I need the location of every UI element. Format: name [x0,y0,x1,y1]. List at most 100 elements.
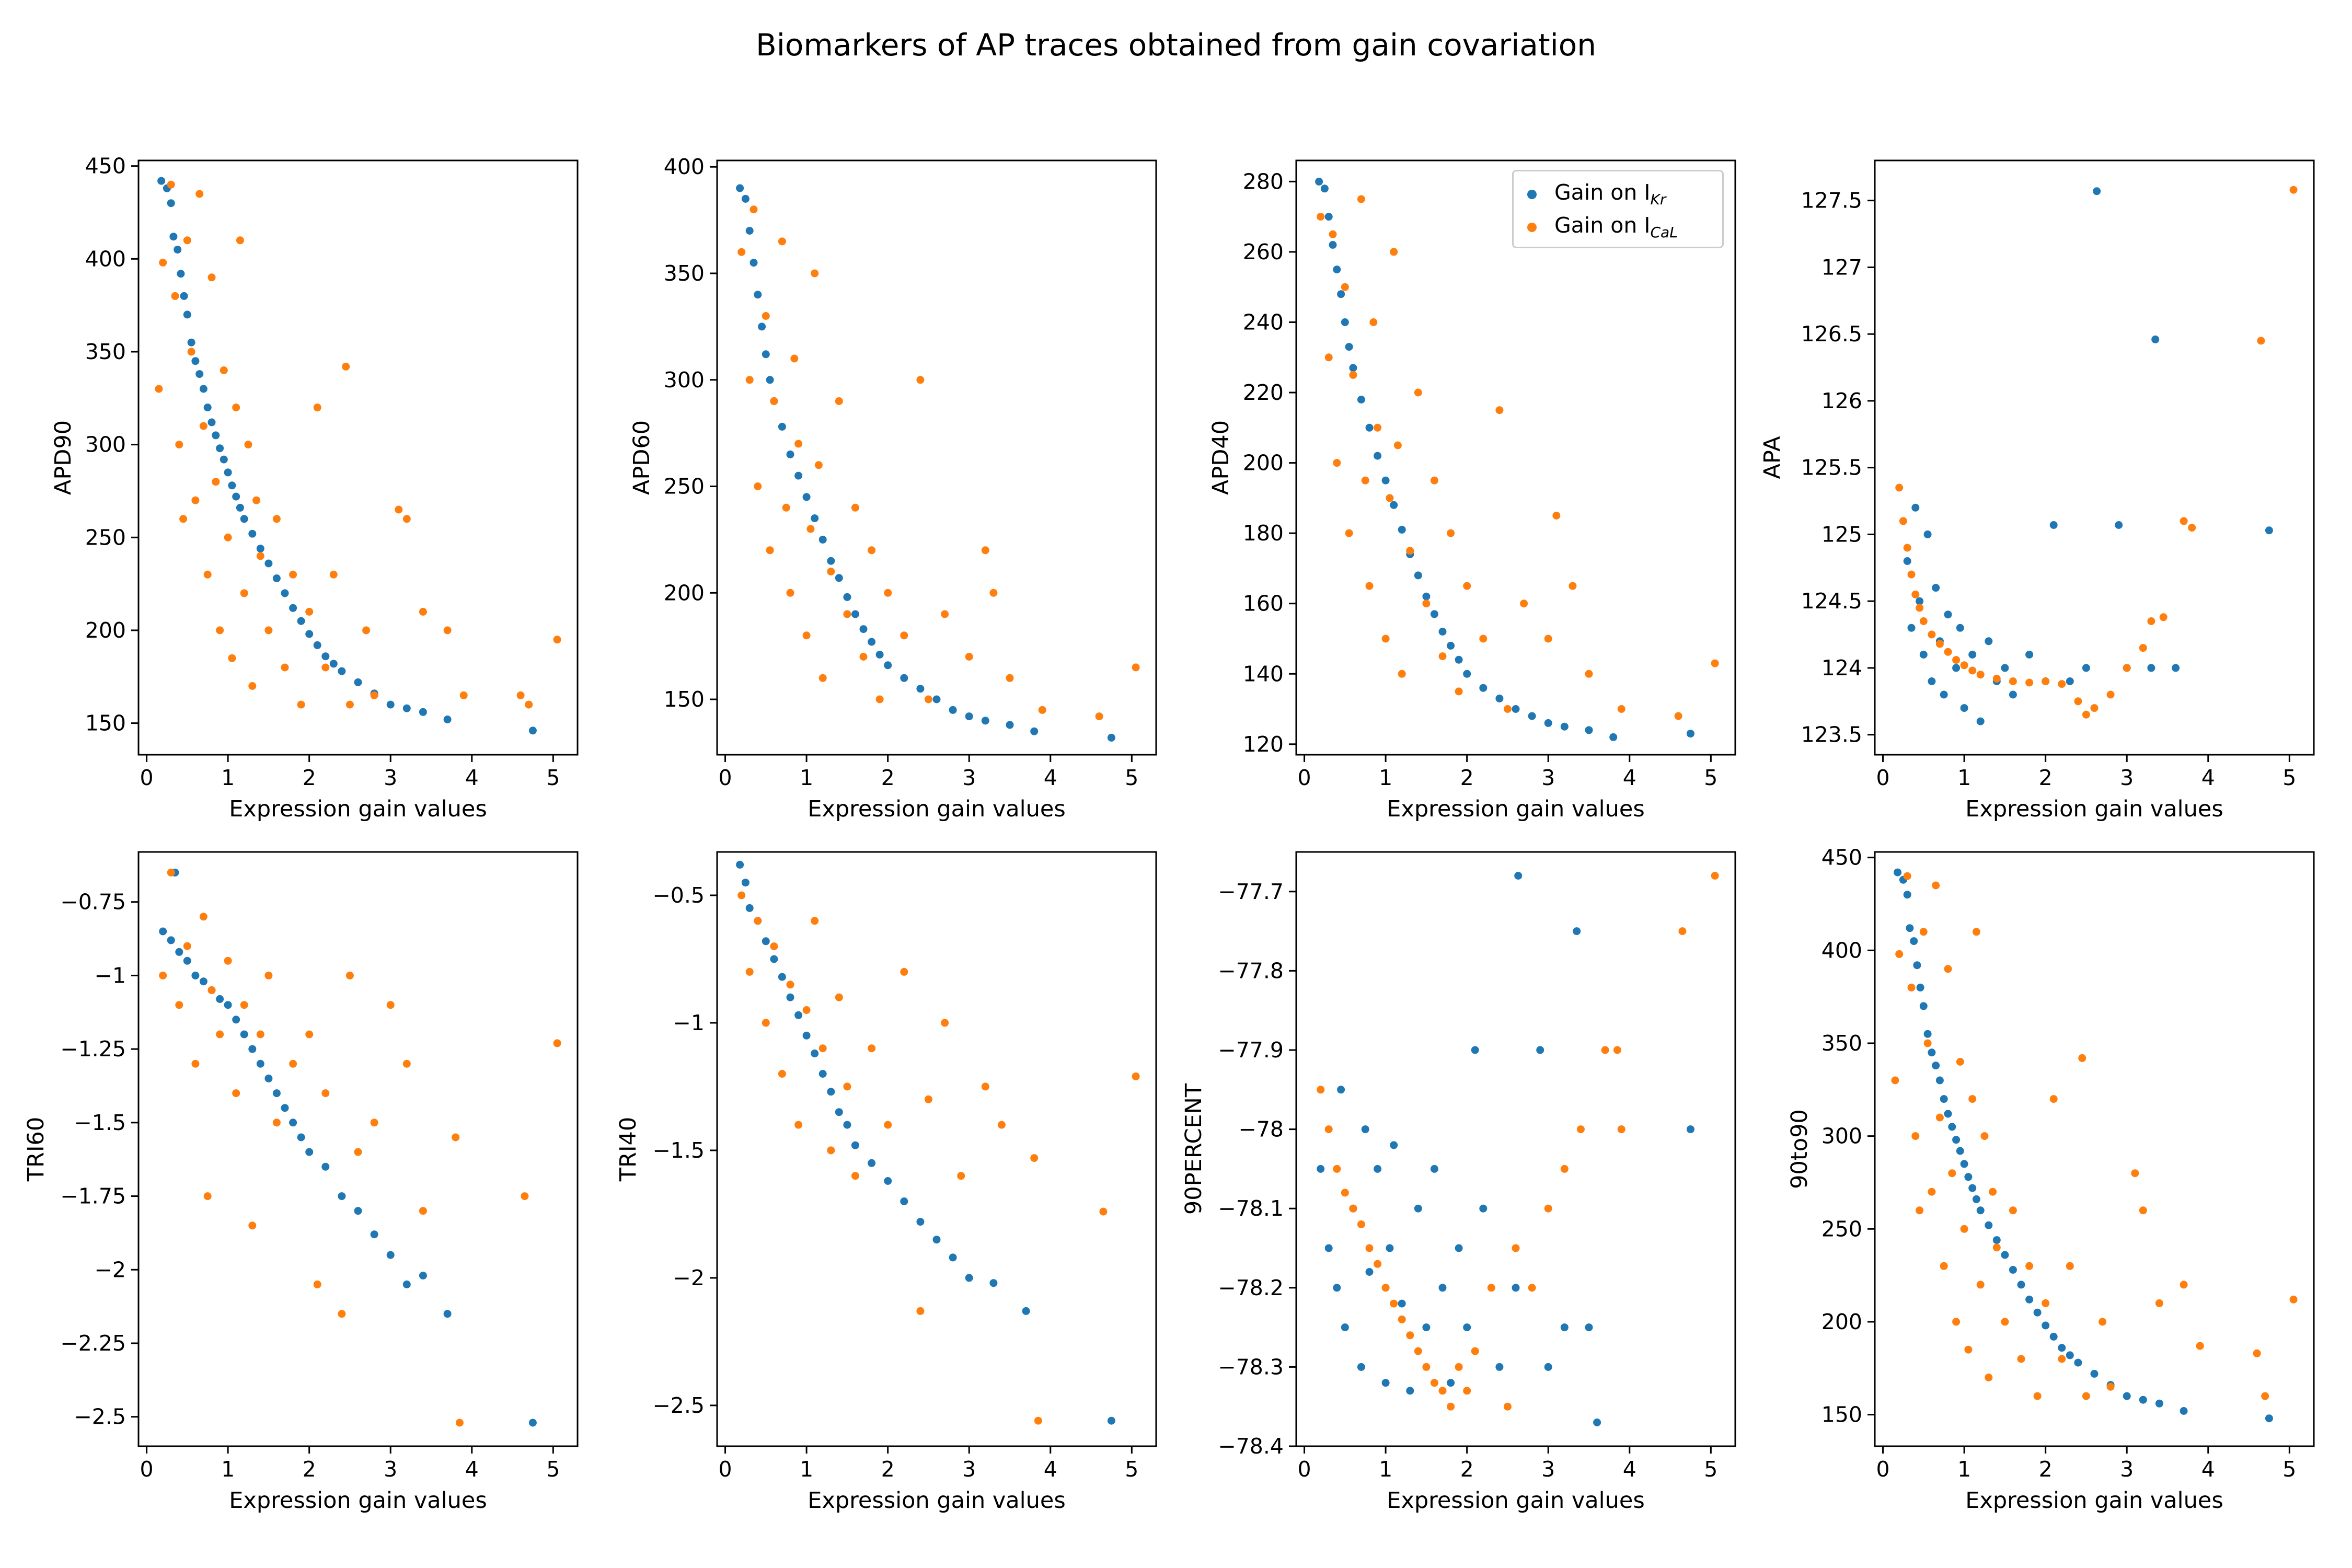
scatter-point [1107,733,1115,742]
scatter-point [2139,644,2147,652]
scatter-point [2090,704,2099,712]
scatter-point [1989,1187,1997,1196]
scatter-point [981,717,989,725]
scatter-point [216,444,224,453]
scatter-point [419,1207,427,1215]
scatter-point [859,625,868,633]
scatter-point [443,626,452,635]
scatter-point [521,1192,529,1201]
x-axis-label: Expression gain values [1387,796,1644,822]
scatter-point [1341,1189,1349,1197]
scatter-point [1944,648,1952,656]
axes-frame [716,159,1157,756]
scatter-point [1536,1046,1544,1054]
scatter-point [1514,872,1523,880]
scatter-point [900,1197,908,1205]
scatter-point [2265,1414,2273,1423]
scatter-point [1315,177,1323,186]
series-ikr [736,860,1115,1425]
scatter-point [1940,1095,1948,1103]
scatter-point [1601,1046,1609,1054]
scatter-point [1341,283,1349,291]
x-tick-label: 0 [1876,765,1890,790]
scatter-point [1333,266,1341,274]
scatter-point [1935,1113,1944,1122]
scatter-point [1972,928,1980,936]
scatter-point [1956,1058,1964,1066]
series-ikr [736,184,1115,742]
scatter-point [2106,1382,2115,1391]
scatter-point [1935,1076,1944,1085]
scatter-point [2009,677,2017,685]
scatter-point [289,1119,297,1127]
scatter-point [916,1218,925,1226]
scatter-point [187,338,195,347]
x-tick-label: 4 [465,765,479,790]
scatter-point [1686,1125,1694,1134]
scatter-point [1910,937,1918,946]
y-tick-label: −2.25 [60,1331,126,1356]
scatter-point [762,312,770,320]
x-tick-label: 5 [546,765,560,790]
scatter-point [1919,1002,1928,1010]
scatter-point [1678,927,1687,936]
scatter-point [402,704,411,712]
scatter-point [329,660,338,668]
scatter-point [1438,1284,1447,1292]
y-tick-label: 240 [1243,309,1284,335]
scatter-point [1447,1402,1455,1411]
y-tick-label: −2.5 [74,1404,126,1429]
scatter-point [321,652,330,661]
scatter-point [843,1121,851,1129]
scatter-point [1956,624,1964,632]
scatter-point [272,574,281,582]
subplot-7: 0 1 2 3 4 5 −78.4 −78.3 −78.2 −78.1 −78 −77.9 −77.8 −… [1181,851,1736,1514]
scatter-point [1430,610,1438,618]
scatter-point [159,258,167,267]
scatter-point [1406,1331,1414,1340]
scatter-point [272,1119,281,1127]
x-tick-label: 3 [2120,765,2134,790]
scatter-point [2042,1299,2050,1307]
scatter-point [264,559,273,568]
scatter-point [1944,965,1952,973]
scatter-point [1329,241,1337,249]
scatter-point [224,1001,232,1009]
scatter-point [941,1019,949,1027]
series-ical [1895,186,2298,719]
scatter-point [806,525,815,533]
x-tick-label: 2 [2039,765,2053,790]
scatter-point [745,967,754,976]
axes-frame [1874,159,2315,756]
scatter-point [1365,1268,1374,1276]
scatter-point [459,691,468,699]
scatter-point [395,505,403,514]
scatter-point [1030,727,1039,735]
y-tick-label: −78.2 [1218,1275,1284,1300]
x-axis-label: Expression gain values [808,796,1065,822]
scatter-point [843,610,851,618]
scatter-point [402,1059,411,1068]
scatter-point [248,682,257,690]
x-axis-label: Expression gain values [229,1488,487,1514]
scatter-point [248,1045,257,1053]
scatter-point [305,1030,314,1039]
scatter-point [1349,1204,1357,1213]
y-tick-label: −2.5 [652,1393,705,1418]
axes-frame [1874,851,2315,1447]
series-ikr [157,177,537,735]
scatter-point [313,403,321,412]
scatter-point [297,617,305,625]
scatter-point [1381,1379,1390,1387]
y-tick-label: 150 [1821,1402,1862,1427]
scatter-point [207,986,216,994]
scatter-point [1932,584,1940,592]
scatter-point [802,1006,811,1014]
scatter-point [1337,1086,1345,1094]
scatter-point [1544,1204,1552,1213]
scatter-point [179,515,188,523]
scatter-point [2025,1295,2034,1304]
y-tick-label: 400 [664,154,705,179]
scatter-point [419,607,427,616]
scatter-point [1944,1110,1952,1118]
